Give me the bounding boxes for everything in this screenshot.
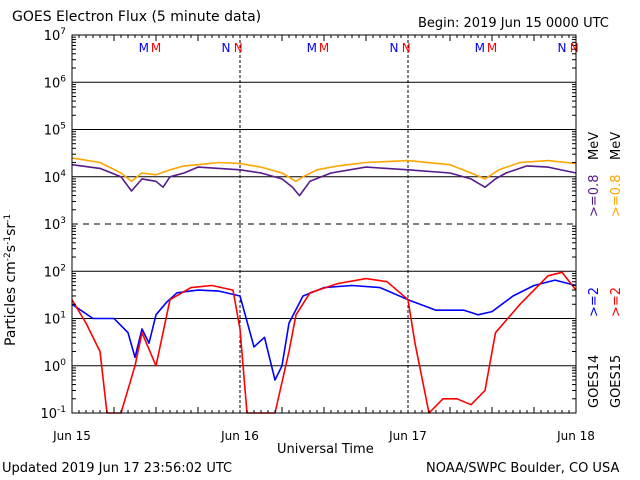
y-axis-title-exp1: -2 xyxy=(3,252,13,261)
y-axis-title-sr: sr xyxy=(3,223,19,236)
x-tick-label: Jun 17 xyxy=(388,429,427,443)
series-line-0 xyxy=(71,163,577,197)
legend-g15-high: >=2 xyxy=(609,287,624,317)
y-tick-label: 107 xyxy=(44,27,66,44)
credit-text: NOAA/SWPC Boulder, CO USA xyxy=(426,461,620,476)
grid-layer xyxy=(72,35,576,413)
legend-mev-1: MeV xyxy=(587,132,602,160)
marker-m: M xyxy=(475,41,485,55)
marker-n: N xyxy=(222,41,231,55)
chart-title: GOES Electron Flux (5 minute data) xyxy=(12,9,262,25)
marker-n: N xyxy=(570,41,579,55)
marker-m: M xyxy=(307,41,317,55)
y-tick-label: 104 xyxy=(44,169,67,186)
y-tick-label: 100 xyxy=(44,358,67,375)
legend-g14-low: >=0.8 xyxy=(587,175,602,217)
y-axis-title-text: Particles cm xyxy=(3,261,19,346)
x-axis-title: Universal Time xyxy=(277,442,374,457)
legend-g15-low: >=0.8 xyxy=(609,175,624,217)
legend-g14-high: >=2 xyxy=(587,287,602,317)
tick-layer: 107 106 105 104 103 102 101 100 10-1 Jun 15 Jun 16… xyxy=(40,27,594,443)
y-tick-label: 105 xyxy=(44,122,66,139)
y-tick-label: 106 xyxy=(44,74,67,91)
y-tick-label: 103 xyxy=(44,216,66,233)
y-axis-title-exp2: -1 xyxy=(3,236,13,245)
svg-text:Particles cm-2s-1sr-1: Particles cm-2s-1sr-1 xyxy=(3,214,19,346)
marker-m: M xyxy=(487,41,497,55)
marker-n: N xyxy=(234,41,243,55)
y-axis-title: Particles cm-2s-1sr-1 xyxy=(1,156,19,356)
x-tick-label: Jun 16 xyxy=(220,429,259,443)
marker-n: N xyxy=(390,41,399,55)
series-line-2 xyxy=(71,279,577,381)
x-tick-label: Jun 18 xyxy=(556,429,595,443)
legend-goes15: GOES15 xyxy=(609,355,624,408)
begin-date: Begin: 2019 Jun 15 0000 UTC xyxy=(418,16,609,31)
x-tick-label: Jun 15 xyxy=(52,429,91,443)
legend-goes14: GOES14 xyxy=(587,355,602,408)
legend: GOES14 >=2 >=0.8 MeV GOES15 >=2 >=0.8 Me… xyxy=(584,30,640,420)
updated-timestamp: Updated 2019 Jun 17 23:56:02 UTC xyxy=(2,461,233,476)
marker-m: M xyxy=(139,41,149,55)
y-axis-title-exp3: -1 xyxy=(3,214,13,223)
series-layer xyxy=(71,157,577,414)
plot-frame xyxy=(71,34,577,414)
series-line-3 xyxy=(71,271,577,414)
y-axis-title-s: s xyxy=(3,245,19,252)
marker-m: M xyxy=(151,41,161,55)
series-line-1 xyxy=(71,157,577,183)
legend-mev-2: MeV xyxy=(609,132,624,160)
marker-n: N xyxy=(402,41,411,55)
y-tick-label: 101 xyxy=(44,311,66,328)
marker-m: M xyxy=(319,41,329,55)
marker-n: N xyxy=(558,41,567,55)
y-tick-label: 102 xyxy=(44,263,66,280)
y-tick-label: 10-1 xyxy=(40,405,66,422)
